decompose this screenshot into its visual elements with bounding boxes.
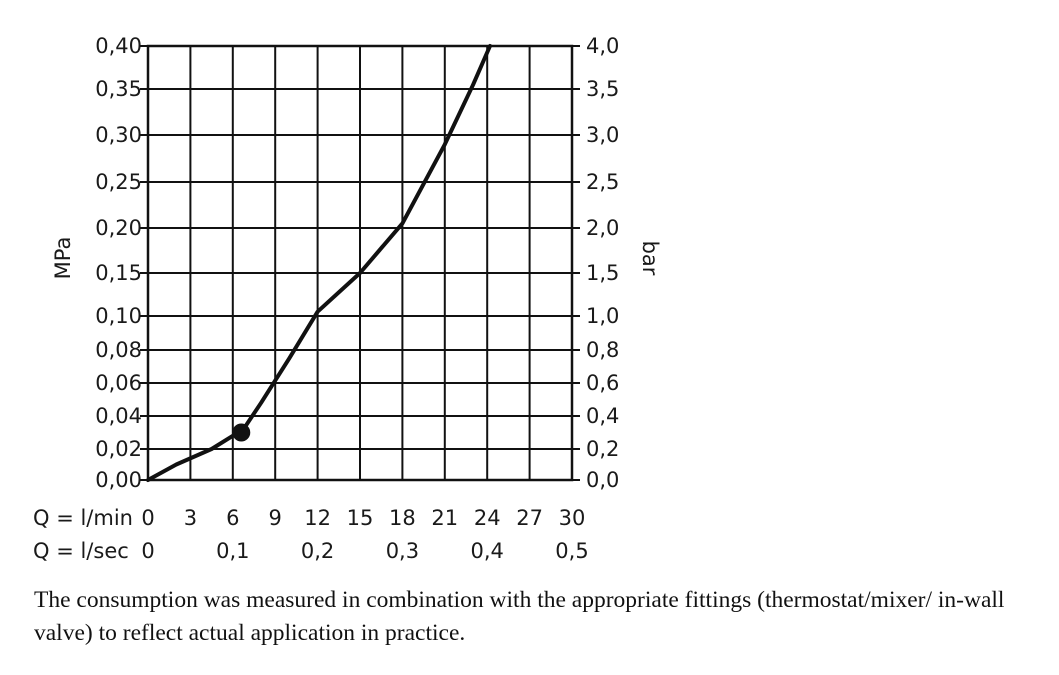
x-tick-label-lmin: 24 xyxy=(474,506,501,530)
grid xyxy=(147,45,573,481)
x-axis-lsec: 0 0,1 0,2 0,3 0,4 0,5 xyxy=(141,539,588,563)
plot-frame xyxy=(146,44,574,482)
y-left-tick-label: 0,35 xyxy=(95,77,142,101)
y-left-tick-label: 0,25 xyxy=(95,170,142,194)
y-right-tick-label: 0,6 xyxy=(586,371,619,395)
y-right-tick-label: 0,0 xyxy=(586,468,619,492)
y-left-axis-label: MPa xyxy=(51,237,75,280)
x-tick-label-lmin: 12 xyxy=(304,506,331,530)
y-right-tick-label: 3,0 xyxy=(586,123,619,147)
y-left-tick-label: 0,30 xyxy=(95,123,142,147)
x-tick-label-lsec: 0,5 xyxy=(555,539,588,563)
x-axis-label-lsec: Q = l/sec xyxy=(33,539,129,563)
y-left-tick-label: 0,02 xyxy=(95,437,142,461)
x-tick-label-lmin: 6 xyxy=(226,506,239,530)
x-tick-label-lsec: 0,4 xyxy=(470,539,503,563)
operating-point-marker xyxy=(232,423,251,442)
right-axis: 0,0 0,2 0,4 0,6 0,8 1,0 1,5 2,0 2,5 3,0 3,5 4,0 xyxy=(572,34,619,492)
y-right-tick-label: 2,0 xyxy=(586,216,619,240)
pressure-flow-chart: 0,000,020,040,060,080,100,150,200,250,30… xyxy=(33,34,662,563)
x-tick-label-lmin: 9 xyxy=(269,506,282,530)
y-right-axis-label: bar xyxy=(638,241,662,276)
x-tick-label-lsec: 0,1 xyxy=(216,539,249,563)
y-right-tick-label: 0,2 xyxy=(586,437,619,461)
y-right-tick-label: 1,5 xyxy=(586,261,619,285)
y-left-tick-label: 0,40 xyxy=(95,34,142,58)
x-tick-label-lmin: 27 xyxy=(516,506,543,530)
y-right-tick-label: 0,8 xyxy=(586,338,619,362)
y-right-tick-label: 4,0 xyxy=(586,34,619,58)
x-tick-label-lsec: 0,3 xyxy=(386,539,419,563)
y-left-tick-label: 0,10 xyxy=(95,304,142,328)
y-left-tick-label: 0,00 xyxy=(95,468,142,492)
y-left-tick-label: 0,06 xyxy=(95,371,142,395)
x-tick-label-lmin: 21 xyxy=(431,506,458,530)
x-tick-label-lmin: 3 xyxy=(184,506,197,530)
pressure-curve xyxy=(146,44,492,482)
consumption-note: The consumption was measured in combinat… xyxy=(34,587,1005,646)
x-tick-label-lsec: 0,2 xyxy=(301,539,334,563)
x-tick-label-lmin: 30 xyxy=(559,506,586,530)
x-tick-label-lsec: 0 xyxy=(141,539,154,563)
y-left-tick-label: 0,15 xyxy=(95,261,142,285)
y-right-tick-label: 1,0 xyxy=(586,304,619,328)
y-left-tick-label: 0,08 xyxy=(95,338,142,362)
series-layer xyxy=(146,44,492,482)
x-tick-label-lmin: 18 xyxy=(389,506,416,530)
x-axis-lmin: 0 3 6 9 12 15 18 21 24 27 30 xyxy=(141,506,585,530)
x-tick-label-lmin: 15 xyxy=(347,506,374,530)
x-axis-label-lmin: Q = l/min xyxy=(33,506,133,530)
y-right-tick-label: 3,5 xyxy=(586,77,619,101)
left-axis: 0,00 0,02 0,04 0,06 0,08 0,10 0,15 0,20 0,25 0,30… xyxy=(95,34,148,492)
y-left-tick-label: 0,04 xyxy=(95,404,142,428)
y-left-tick-label: 0,20 xyxy=(95,216,142,240)
y-right-tick-label: 0,4 xyxy=(586,404,619,428)
plot-border xyxy=(146,44,574,482)
y-right-tick-label: 2,5 xyxy=(586,170,619,194)
x-tick-label-lmin: 0 xyxy=(141,506,154,530)
